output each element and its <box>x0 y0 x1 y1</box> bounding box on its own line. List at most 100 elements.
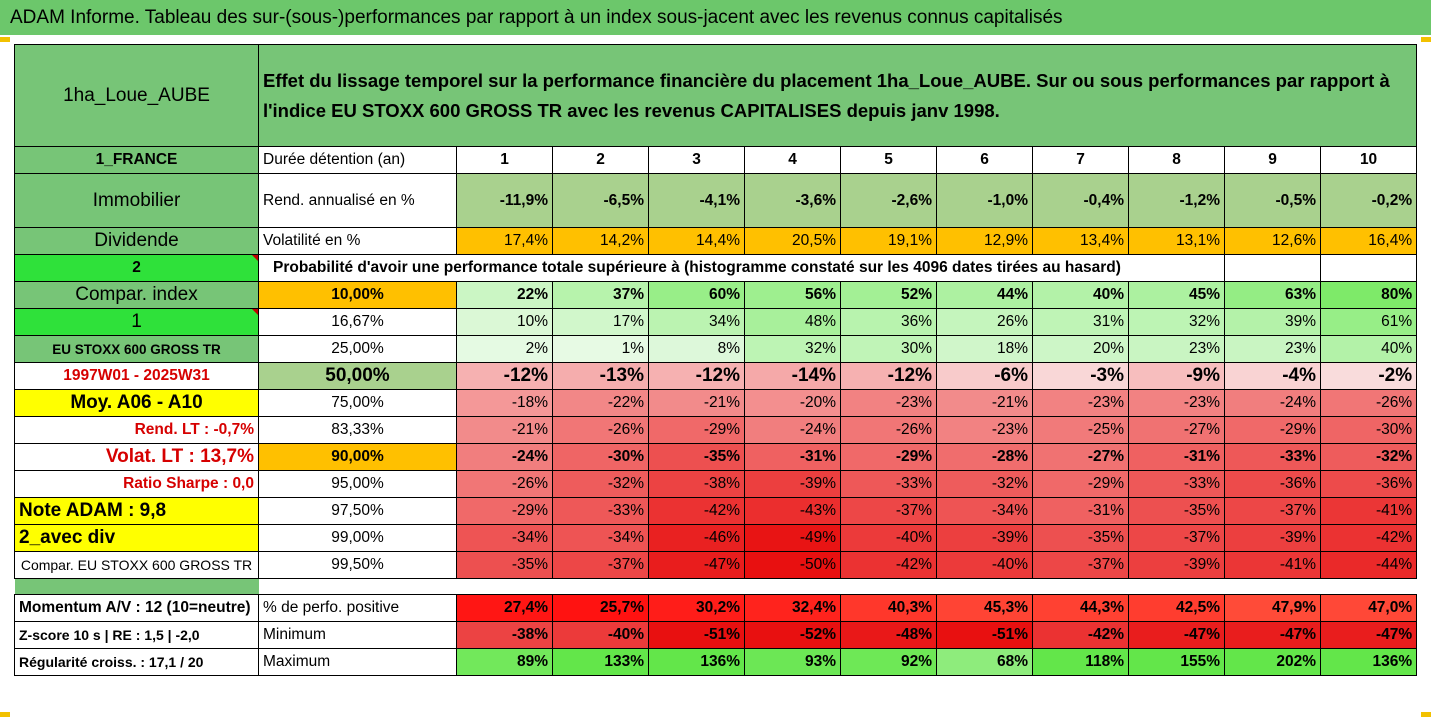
percentile-value-cell[interactable]: -29% <box>648 416 745 444</box>
percentile-value-cell[interactable]: -24% <box>744 416 841 444</box>
minimum-value-cell[interactable]: -47% <box>1224 621 1321 649</box>
percentile-value-cell[interactable]: -37% <box>840 497 937 525</box>
rend-cell[interactable]: -3,6% <box>744 173 841 228</box>
dividende-cell[interactable]: Dividende <box>14 227 259 255</box>
percentile-value-cell[interactable]: 23% <box>1128 335 1225 363</box>
rend-cell[interactable]: -6,5% <box>552 173 649 228</box>
percentile-value-cell[interactable]: -30% <box>1319 416 1418 444</box>
year-cell[interactable]: 10 <box>1319 146 1418 174</box>
percentile-value-cell[interactable]: 39% <box>1224 308 1321 336</box>
volat-cell[interactable]: 19,1% <box>840 227 937 255</box>
percentile-value-cell[interactable]: -23% <box>840 389 937 417</box>
percentile-value-cell[interactable]: 40% <box>1319 335 1418 363</box>
perf-pos-value-cell[interactable]: 42,5% <box>1128 594 1225 622</box>
perf-pos-value-cell[interactable]: 45,3% <box>936 594 1033 622</box>
minimum-value-cell[interactable]: -48% <box>840 621 937 649</box>
moy-cell[interactable]: Moy. A06 - A10 <box>14 389 259 417</box>
rend-lt-cell[interactable]: Rend. LT : -0,7% <box>14 416 259 444</box>
regularite-cell[interactable]: Régularité croiss. : 17,1 / 20 <box>14 648 259 676</box>
percentile-value-cell[interactable]: -39% <box>936 524 1033 552</box>
percentile-value-cell[interactable]: -26% <box>552 416 649 444</box>
percentile-value-cell[interactable]: -41% <box>1319 497 1418 525</box>
percentile-value-cell[interactable]: 26% <box>936 308 1033 336</box>
percentile-value-cell[interactable]: -23% <box>936 416 1033 444</box>
sharpe-cell[interactable]: Ratio Sharpe : 0,0 <box>14 470 259 498</box>
percentile-value-cell[interactable]: -37% <box>1128 524 1225 552</box>
percentile-value-cell[interactable]: 20% <box>1032 335 1129 363</box>
percentile-value-cell[interactable]: -32% <box>936 470 1033 498</box>
percentile-value-cell[interactable]: -25% <box>1032 416 1129 444</box>
maximum-value-cell[interactable]: 68% <box>936 648 1033 676</box>
percentile-value-cell[interactable]: -22% <box>552 389 649 417</box>
minimum-value-cell[interactable]: -47% <box>1319 621 1418 649</box>
percentile-value-cell[interactable]: -26% <box>1319 389 1418 417</box>
rend-cell[interactable]: -0,5% <box>1224 173 1321 228</box>
rend-label[interactable]: Rend. annualisé en % <box>258 173 457 228</box>
percentile-value-cell[interactable]: -27% <box>1128 416 1225 444</box>
perf-pos-label[interactable]: % de perfo. positive <box>258 594 457 622</box>
volat-cell[interactable]: 16,4% <box>1319 227 1418 255</box>
year-cell[interactable]: 5 <box>840 146 937 174</box>
empty-cell[interactable] <box>1319 254 1418 282</box>
percentile-value-cell[interactable]: -35% <box>1032 524 1129 552</box>
percentile-cell[interactable]: 10,00% <box>258 281 457 309</box>
percentile-value-cell[interactable]: 18% <box>936 335 1033 363</box>
percentile-value-cell[interactable]: -14% <box>744 362 841 390</box>
perf-pos-value-cell[interactable]: 32,4% <box>744 594 841 622</box>
percentile-value-cell[interactable]: 30% <box>840 335 937 363</box>
rend-cell[interactable]: -0,2% <box>1319 173 1418 228</box>
maximum-value-cell[interactable]: 202% <box>1224 648 1321 676</box>
percentile-value-cell[interactable]: -33% <box>552 497 649 525</box>
percentile-value-cell[interactable]: -13% <box>552 362 649 390</box>
percentile-value-cell[interactable]: -35% <box>456 551 553 579</box>
percentile-value-cell[interactable]: 52% <box>840 281 937 309</box>
percentile-value-cell[interactable]: -47% <box>648 551 745 579</box>
percentile-value-cell[interactable]: -28% <box>936 443 1033 471</box>
maximum-value-cell[interactable]: 136% <box>648 648 745 676</box>
percentile-value-cell[interactable]: 56% <box>744 281 841 309</box>
perf-pos-value-cell[interactable]: 30,2% <box>648 594 745 622</box>
percentile-value-cell[interactable]: -29% <box>1224 416 1321 444</box>
note-cell[interactable]: Note ADAM : 9,8 <box>14 497 259 525</box>
year-cell[interactable]: 4 <box>744 146 841 174</box>
maximum-value-cell[interactable]: 155% <box>1128 648 1225 676</box>
percentile-value-cell[interactable]: -30% <box>552 443 649 471</box>
percentile-value-cell[interactable]: -27% <box>1032 443 1129 471</box>
proba-label[interactable]: Probabilité d'avoir une performance tota… <box>258 254 1225 282</box>
percentile-cell[interactable]: 90,00% <box>258 443 457 471</box>
percentile-value-cell[interactable]: 22% <box>456 281 553 309</box>
minimum-value-cell[interactable]: -51% <box>936 621 1033 649</box>
description-cell[interactable]: Effet du lissage temporel sur la perform… <box>257 44 1418 147</box>
percentile-value-cell[interactable]: -29% <box>1032 470 1129 498</box>
maximum-label[interactable]: Maximum <box>258 648 457 676</box>
maximum-value-cell[interactable]: 92% <box>840 648 937 676</box>
percentile-value-cell[interactable]: -31% <box>1128 443 1225 471</box>
rend-cell[interactable]: -0,4% <box>1032 173 1129 228</box>
percentile-cell[interactable]: 99,50% <box>258 551 457 579</box>
percentile-value-cell[interactable]: -36% <box>1319 470 1418 498</box>
percentile-value-cell[interactable]: -12% <box>648 362 745 390</box>
minimum-value-cell[interactable]: -42% <box>1032 621 1129 649</box>
percentile-value-cell[interactable]: -32% <box>552 470 649 498</box>
percentile-value-cell[interactable]: -9% <box>1128 362 1225 390</box>
percentile-value-cell[interactable]: -29% <box>456 497 553 525</box>
empty-cell[interactable] <box>1224 254 1321 282</box>
percentile-value-cell[interactable]: -12% <box>456 362 553 390</box>
percentile-value-cell[interactable]: -37% <box>552 551 649 579</box>
volat-cell[interactable]: 14,2% <box>552 227 649 255</box>
minimum-value-cell[interactable]: -52% <box>744 621 841 649</box>
percentile-value-cell[interactable]: 80% <box>1319 281 1418 309</box>
percentile-value-cell[interactable]: 63% <box>1224 281 1321 309</box>
percentile-value-cell[interactable]: 34% <box>648 308 745 336</box>
percentile-value-cell[interactable]: -12% <box>840 362 937 390</box>
percentile-value-cell[interactable]: -50% <box>744 551 841 579</box>
volat-lt-cell[interactable]: Volat. LT : 13,7% <box>14 443 259 471</box>
percentile-value-cell[interactable]: -42% <box>840 551 937 579</box>
percentile-value-cell[interactable]: -37% <box>1224 497 1321 525</box>
percentile-value-cell[interactable]: -18% <box>456 389 553 417</box>
percentile-value-cell[interactable]: -21% <box>456 416 553 444</box>
percentile-value-cell[interactable]: -33% <box>840 470 937 498</box>
percentile-value-cell[interactable]: -26% <box>456 470 553 498</box>
rend-cell[interactable]: -4,1% <box>648 173 745 228</box>
percentile-value-cell[interactable]: -37% <box>1032 551 1129 579</box>
